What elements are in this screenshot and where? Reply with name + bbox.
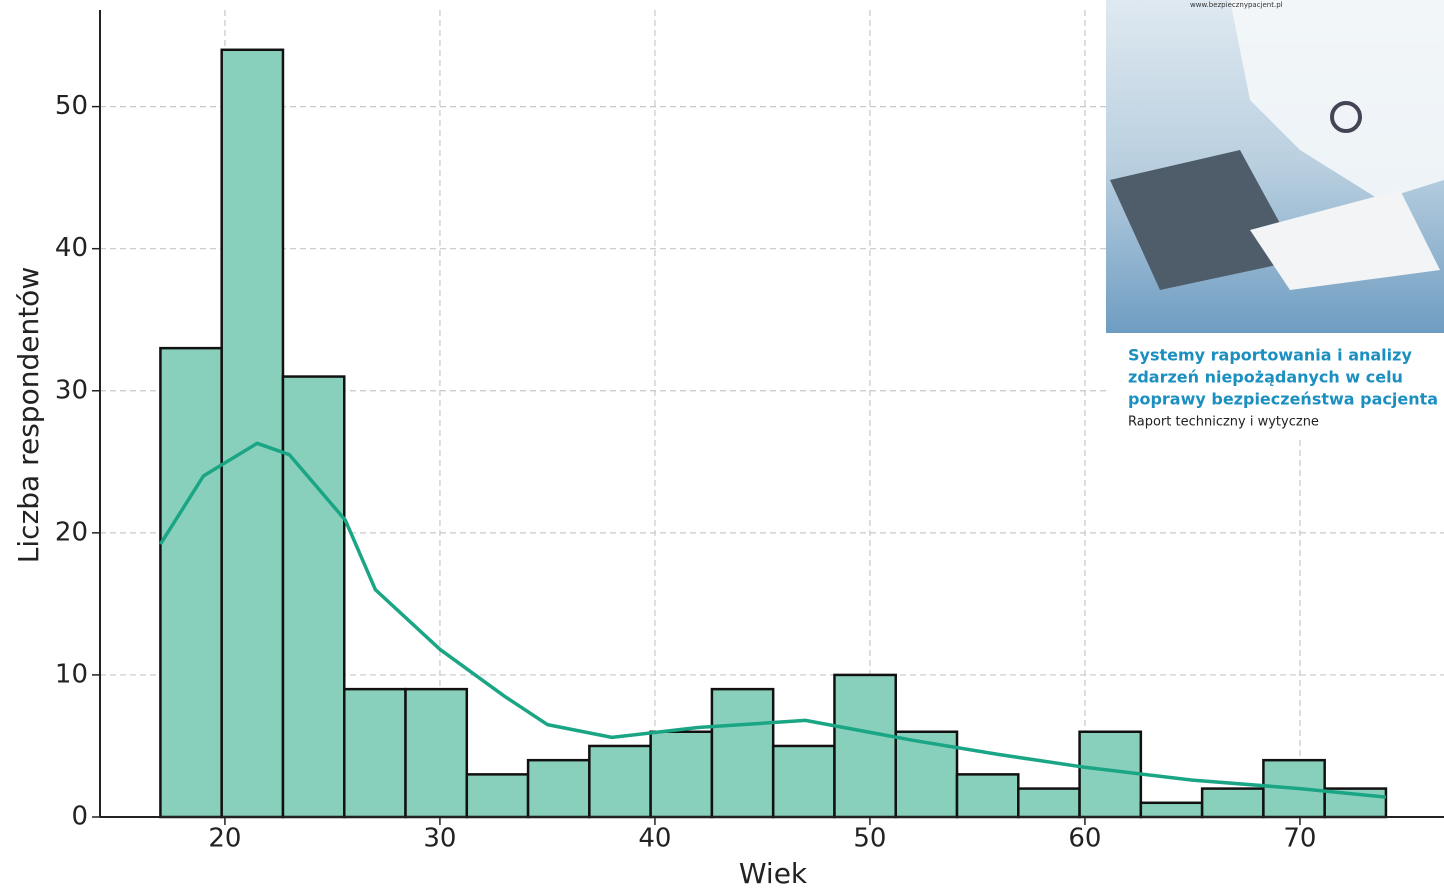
- bar: [773, 746, 834, 817]
- x-tick-label: 70: [1283, 824, 1316, 854]
- bar: [712, 689, 773, 817]
- bar: [1018, 789, 1079, 817]
- bar: [283, 377, 344, 817]
- y-tick-label: 40: [55, 233, 88, 263]
- x-tick-label: 20: [208, 824, 241, 854]
- inset-title: poprawy bezpieczeństwa pacjenta: [1128, 390, 1438, 409]
- y-tick-label: 10: [55, 659, 88, 689]
- inset-subtitle: Raport techniczny i wytyczne: [1128, 415, 1319, 430]
- y-tick-label: 30: [55, 375, 88, 405]
- bar: [834, 675, 895, 817]
- bar: [160, 348, 221, 817]
- inset-title: Systemy raportowania i analizy: [1128, 346, 1412, 365]
- bar: [1141, 803, 1202, 817]
- x-tick-label: 40: [638, 824, 671, 854]
- bar: [467, 774, 528, 817]
- y-tick-label: 20: [55, 517, 88, 547]
- bar: [344, 689, 405, 817]
- y-tick-label: 0: [71, 802, 88, 832]
- bar: [1202, 789, 1263, 817]
- x-tick-label: 30: [423, 824, 456, 854]
- bar: [957, 774, 1018, 817]
- inset: www.bezpiecznypacjent.pl Systemy raporto…: [1106, 0, 1444, 440]
- x-tick-label: 50: [853, 824, 886, 854]
- bar: [651, 732, 712, 817]
- bar: [589, 746, 650, 817]
- bar: [406, 689, 467, 817]
- x-tick-label: 60: [1068, 824, 1101, 854]
- bar: [528, 760, 589, 817]
- x-axis-label: Wiek: [739, 857, 808, 888]
- inset-url: www.bezpiecznypacjent.pl: [1190, 1, 1283, 9]
- y-tick-label: 50: [55, 91, 88, 121]
- y-axis-label: Liczba respondentów: [12, 267, 45, 563]
- chart: Wiek Liczba respondentów 0 10 20 30 40 50 20 30…: [0, 0, 1444, 888]
- bar: [222, 50, 283, 817]
- inset-title: zdarzeń niepożądanych w celu: [1128, 368, 1403, 387]
